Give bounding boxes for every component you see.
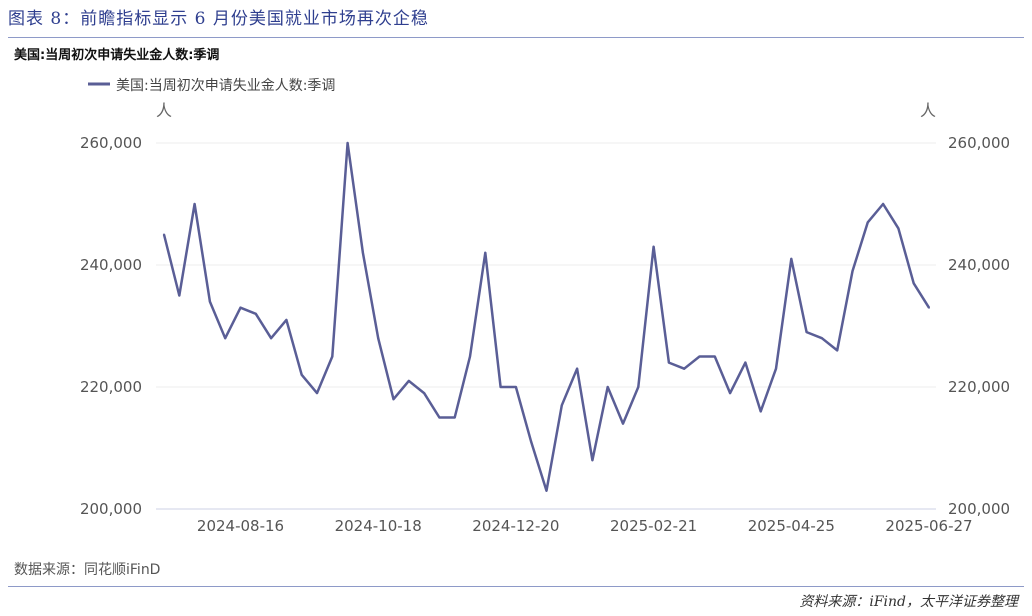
- data-point: [882, 203, 885, 205]
- data-point: [346, 142, 349, 144]
- data-point: [438, 416, 441, 419]
- data-point: [514, 386, 517, 388]
- data-point: [928, 306, 930, 309]
- data-point: [851, 270, 854, 273]
- y-unit-right: 人: [920, 101, 936, 120]
- figure-title: 图表 8：前瞻指标显示 6 月份美国就业市场再次企稳: [8, 9, 429, 29]
- legend-label: 美国:当周初次申请失业金人数:季调: [116, 77, 335, 94]
- data-point: [683, 367, 686, 370]
- data-point: [300, 373, 303, 376]
- y-tick-left: 260,000: [80, 134, 142, 152]
- data-point: [545, 489, 548, 492]
- data-point: [698, 355, 701, 358]
- data-point: [729, 392, 732, 395]
- data-point: [713, 355, 716, 358]
- material-source: 资料来源：iFind，太平洋证券整理: [799, 594, 1018, 610]
- data-source: 数据来源：同花顺iFinD: [14, 562, 161, 578]
- data-point: [484, 251, 487, 254]
- data-point: [897, 227, 900, 230]
- data-point: [361, 251, 364, 254]
- data-point: [239, 306, 242, 309]
- data-point: [530, 440, 533, 443]
- data-point: [453, 416, 456, 419]
- data-point: [193, 203, 196, 205]
- y-tick-right: 240,000: [948, 256, 1010, 274]
- data-point: [652, 245, 655, 248]
- data-point: [254, 312, 257, 315]
- y-tick-right: 260,000: [948, 134, 1010, 152]
- x-tick: 2024-12-20: [472, 517, 559, 535]
- y-tick-left: 220,000: [80, 378, 142, 396]
- data-point: [637, 386, 640, 388]
- data-point: [377, 337, 380, 340]
- y-tick-left: 200,000: [80, 500, 142, 518]
- title-divider: [8, 37, 1024, 38]
- data-point: [224, 337, 227, 340]
- data-point: [744, 361, 747, 364]
- y-tick-left: 240,000: [80, 256, 142, 274]
- x-tick: 2024-08-16: [197, 517, 284, 535]
- data-point: [759, 410, 762, 413]
- source-divider: [8, 586, 1024, 587]
- data-point: [790, 257, 793, 260]
- data-point: [392, 398, 395, 401]
- data-point: [208, 300, 211, 303]
- data-point: [270, 337, 273, 340]
- data-point: [407, 379, 410, 382]
- data-point: [178, 294, 181, 297]
- data-point: [560, 404, 563, 407]
- data-point: [805, 331, 808, 334]
- y-tick-right: 220,000: [948, 378, 1010, 396]
- data-point: [163, 233, 165, 236]
- x-tick: 2025-02-21: [610, 517, 697, 535]
- x-tick: 2024-10-18: [335, 517, 422, 535]
- chart-title: 美国:当周初次申请失业金人数:季调: [14, 48, 220, 63]
- data-point: [820, 337, 823, 340]
- series-line: [162, 141, 931, 492]
- data-point: [606, 386, 609, 388]
- data-point: [912, 282, 915, 285]
- data-point: [576, 367, 579, 370]
- y-unit-left: 人: [156, 101, 172, 120]
- data-point: [423, 392, 426, 395]
- data-point: [316, 392, 318, 395]
- x-tick: 2025-04-25: [748, 517, 835, 535]
- y-tick-right: 200,000: [948, 500, 1010, 518]
- data-point: [285, 318, 288, 321]
- data-point: [866, 221, 869, 224]
- data-point: [591, 459, 594, 462]
- data-point: [469, 355, 471, 358]
- data-point: [622, 422, 624, 425]
- x-tick: 2025-06-27: [885, 517, 972, 535]
- data-point: [667, 361, 670, 364]
- data-point: [775, 367, 777, 370]
- data-point: [499, 386, 502, 388]
- data-point: [331, 355, 334, 358]
- data-point: [836, 349, 839, 352]
